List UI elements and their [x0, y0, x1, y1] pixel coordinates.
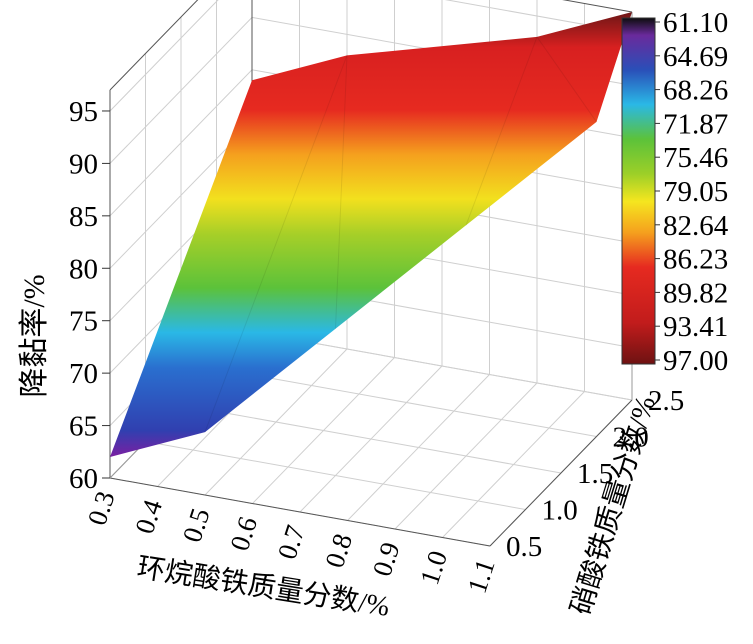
- colorbar-label: 82.64: [663, 210, 729, 242]
- gridline-y-floor: [180, 404, 562, 474]
- box-edge: [489, 399, 633, 547]
- surface-polygon: [110, 12, 632, 457]
- x-tick-label: 0.5: [177, 505, 216, 546]
- y-tick-label: 2.0: [613, 422, 649, 454]
- colorbar-label: 61.10: [663, 7, 728, 39]
- z-tick-label: 90: [69, 148, 98, 180]
- surface-facet: [204, 55, 348, 433]
- box-edge: [109, 0, 199, 91]
- colorbar-label: 86.23: [663, 244, 728, 276]
- surface-facet: [465, 36, 538, 226]
- gridline-y-floor: [145, 441, 526, 510]
- x-tick-label: 0.6: [224, 513, 263, 554]
- x-axis-label: 环烷酸铁质量分数/%: [135, 551, 392, 623]
- y-tick-label: 1.5: [577, 458, 613, 490]
- z-tick-label: 75: [69, 306, 98, 338]
- x-tick-label: 1.1: [462, 556, 501, 597]
- z-tick-label: 80: [69, 253, 98, 285]
- colorbar-label: 79.05: [663, 176, 728, 208]
- colorbar-gradient: [621, 17, 656, 365]
- x-tick-label: 0.8: [319, 530, 358, 571]
- colorbar-label: 75.46: [663, 142, 728, 174]
- x-tick-label: 0.7: [272, 522, 311, 563]
- gridline-y-floor: [216, 368, 597, 437]
- colorbar-label: 68.26: [663, 75, 728, 107]
- surface-facet: [536, 36, 597, 123]
- z-tick-label: 65: [69, 411, 98, 443]
- z-tick-label: 60: [69, 463, 98, 495]
- colorbar-label: 89.82: [663, 277, 728, 309]
- box-edge: [562, 0, 633, 13]
- colorbar-label: 71.87: [663, 108, 728, 140]
- x-tick-label: 1.0: [414, 547, 453, 588]
- colorbar-label: 64.69: [663, 41, 728, 73]
- x-tick-label: 0.9: [367, 539, 406, 580]
- z-tick-label: 85: [69, 201, 98, 233]
- y-tick-label: 0.5: [506, 531, 542, 563]
- z-tick-label: 70: [69, 358, 98, 390]
- colorbar-label: 93.41: [663, 311, 728, 343]
- gridline-z: [109, 0, 633, 112]
- z-tick-label: 95: [69, 96, 98, 128]
- y-tick-label: 1.0: [542, 495, 578, 527]
- colorbar-label: 97.00: [663, 345, 728, 377]
- box-edge: [109, 477, 491, 547]
- x-tick-label: 0.4: [129, 496, 168, 538]
- colorbar: 61.1064.6968.2671.8775.4679.0582.6486.23…: [621, 7, 729, 377]
- surface-facet: [335, 55, 348, 329]
- y-tick-label: 2.5: [648, 385, 684, 417]
- surface: [110, 12, 632, 457]
- z-axis-label: 降黏率/%: [18, 274, 51, 397]
